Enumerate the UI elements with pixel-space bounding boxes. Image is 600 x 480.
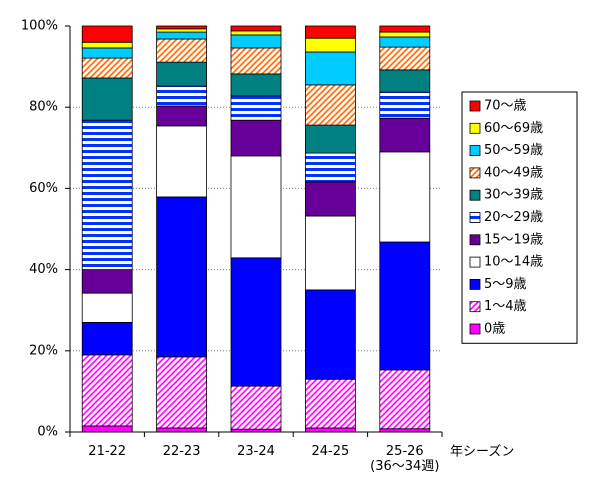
bar-segment [156, 427, 208, 433]
bar-segment [304, 427, 356, 433]
bar-segment [81, 354, 133, 427]
x-tick-label: 21-22 [88, 444, 127, 459]
bar-segment [379, 151, 431, 243]
bar-segment [81, 57, 133, 79]
y-tick-label: 20% [29, 343, 58, 358]
bar-segment [81, 269, 133, 294]
bar-segment [156, 38, 208, 63]
bar-segment [379, 31, 431, 38]
bar-segment [81, 41, 133, 49]
legend-label: 30～39歳 [484, 188, 543, 203]
bar-segment [156, 61, 208, 87]
bar-segment [156, 85, 208, 107]
legend-swatch [469, 301, 481, 313]
bar-segment [230, 30, 282, 36]
bar-segment [379, 241, 431, 371]
legend-swatch [469, 145, 481, 157]
legend-swatch [469, 167, 481, 179]
bar-segment [156, 25, 208, 30]
bar-segment [379, 369, 431, 430]
bar-segment [156, 196, 208, 358]
bar-segment [304, 289, 356, 380]
legend-swatch [469, 212, 481, 223]
bar-segment [304, 378, 356, 429]
bar-segment [156, 356, 208, 429]
legend-label: 15～19歳 [484, 232, 543, 247]
legend-swatch [469, 234, 481, 246]
bar-segment [81, 119, 133, 271]
bar-segment [156, 125, 208, 198]
bar-segment [379, 36, 431, 48]
bar-segment [304, 215, 356, 291]
legend-label: 50～59歳 [484, 143, 543, 158]
legend-label: 1～4歳 [484, 299, 527, 314]
bar-segment [379, 91, 431, 119]
bar-segment [81, 77, 133, 121]
y-tick-label: 80% [29, 100, 58, 115]
x-axis-label: 年シーズン [450, 444, 514, 460]
x-tick-label: 23-24 [237, 444, 275, 459]
bar-segment [81, 292, 133, 323]
bar-segment [230, 47, 282, 75]
legend-label: 5～9歳 [484, 277, 527, 292]
y-tick-label: 40% [29, 262, 58, 277]
bar-segment [81, 321, 133, 356]
bar-segment [230, 95, 282, 121]
legend-swatch [469, 122, 481, 134]
bar-segment [304, 51, 356, 86]
bar-segment [304, 181, 356, 217]
bar-segment [230, 25, 282, 32]
legend-label: 40～49歳 [484, 165, 543, 180]
bar-segment [230, 119, 282, 157]
legend-swatch [469, 278, 481, 290]
legend-label: 60～69歳 [484, 121, 543, 136]
x-tick-label: 22-23 [162, 444, 201, 459]
bar-segment [230, 34, 282, 49]
legend-label: 70～歳 [484, 99, 527, 114]
bar-segment [156, 28, 208, 33]
bar-segment [230, 428, 282, 433]
legend-swatch [469, 100, 481, 112]
legend-box [461, 91, 578, 344]
legend-label: 20～29歳 [484, 210, 543, 225]
bar-segment [304, 152, 356, 183]
bar-segment [81, 47, 133, 59]
legend-swatch [469, 189, 481, 201]
bar-segment [230, 257, 282, 387]
y-tick-label: 100% [21, 19, 58, 34]
legend-label: 10～14歳 [484, 255, 543, 270]
bar-segment [230, 73, 282, 97]
bar-segment [304, 25, 356, 39]
y-tick-label: 60% [29, 181, 58, 196]
bar-segment [304, 37, 356, 53]
bar-segment [81, 25, 133, 43]
y-tick-label: 0% [37, 425, 58, 440]
bar-segment [379, 117, 431, 153]
bar-segment [156, 105, 208, 127]
bar-segment [304, 84, 356, 126]
x-tick-label: 24-25 [311, 444, 350, 459]
bar-segment [230, 155, 282, 259]
bar-segment [81, 425, 133, 433]
legend-swatch [469, 256, 481, 268]
bar-segment [379, 428, 431, 433]
legend-label: 0歳 [484, 322, 505, 337]
bar-segment [230, 385, 282, 430]
bar-segment [304, 124, 356, 154]
bar-segment [156, 31, 208, 40]
bar-segment [379, 46, 431, 71]
legend-swatch [469, 323, 481, 335]
bar-segment [379, 69, 431, 93]
bar-segment [379, 25, 431, 33]
x-tick-label: 25-26 (36～34週) [370, 444, 440, 474]
